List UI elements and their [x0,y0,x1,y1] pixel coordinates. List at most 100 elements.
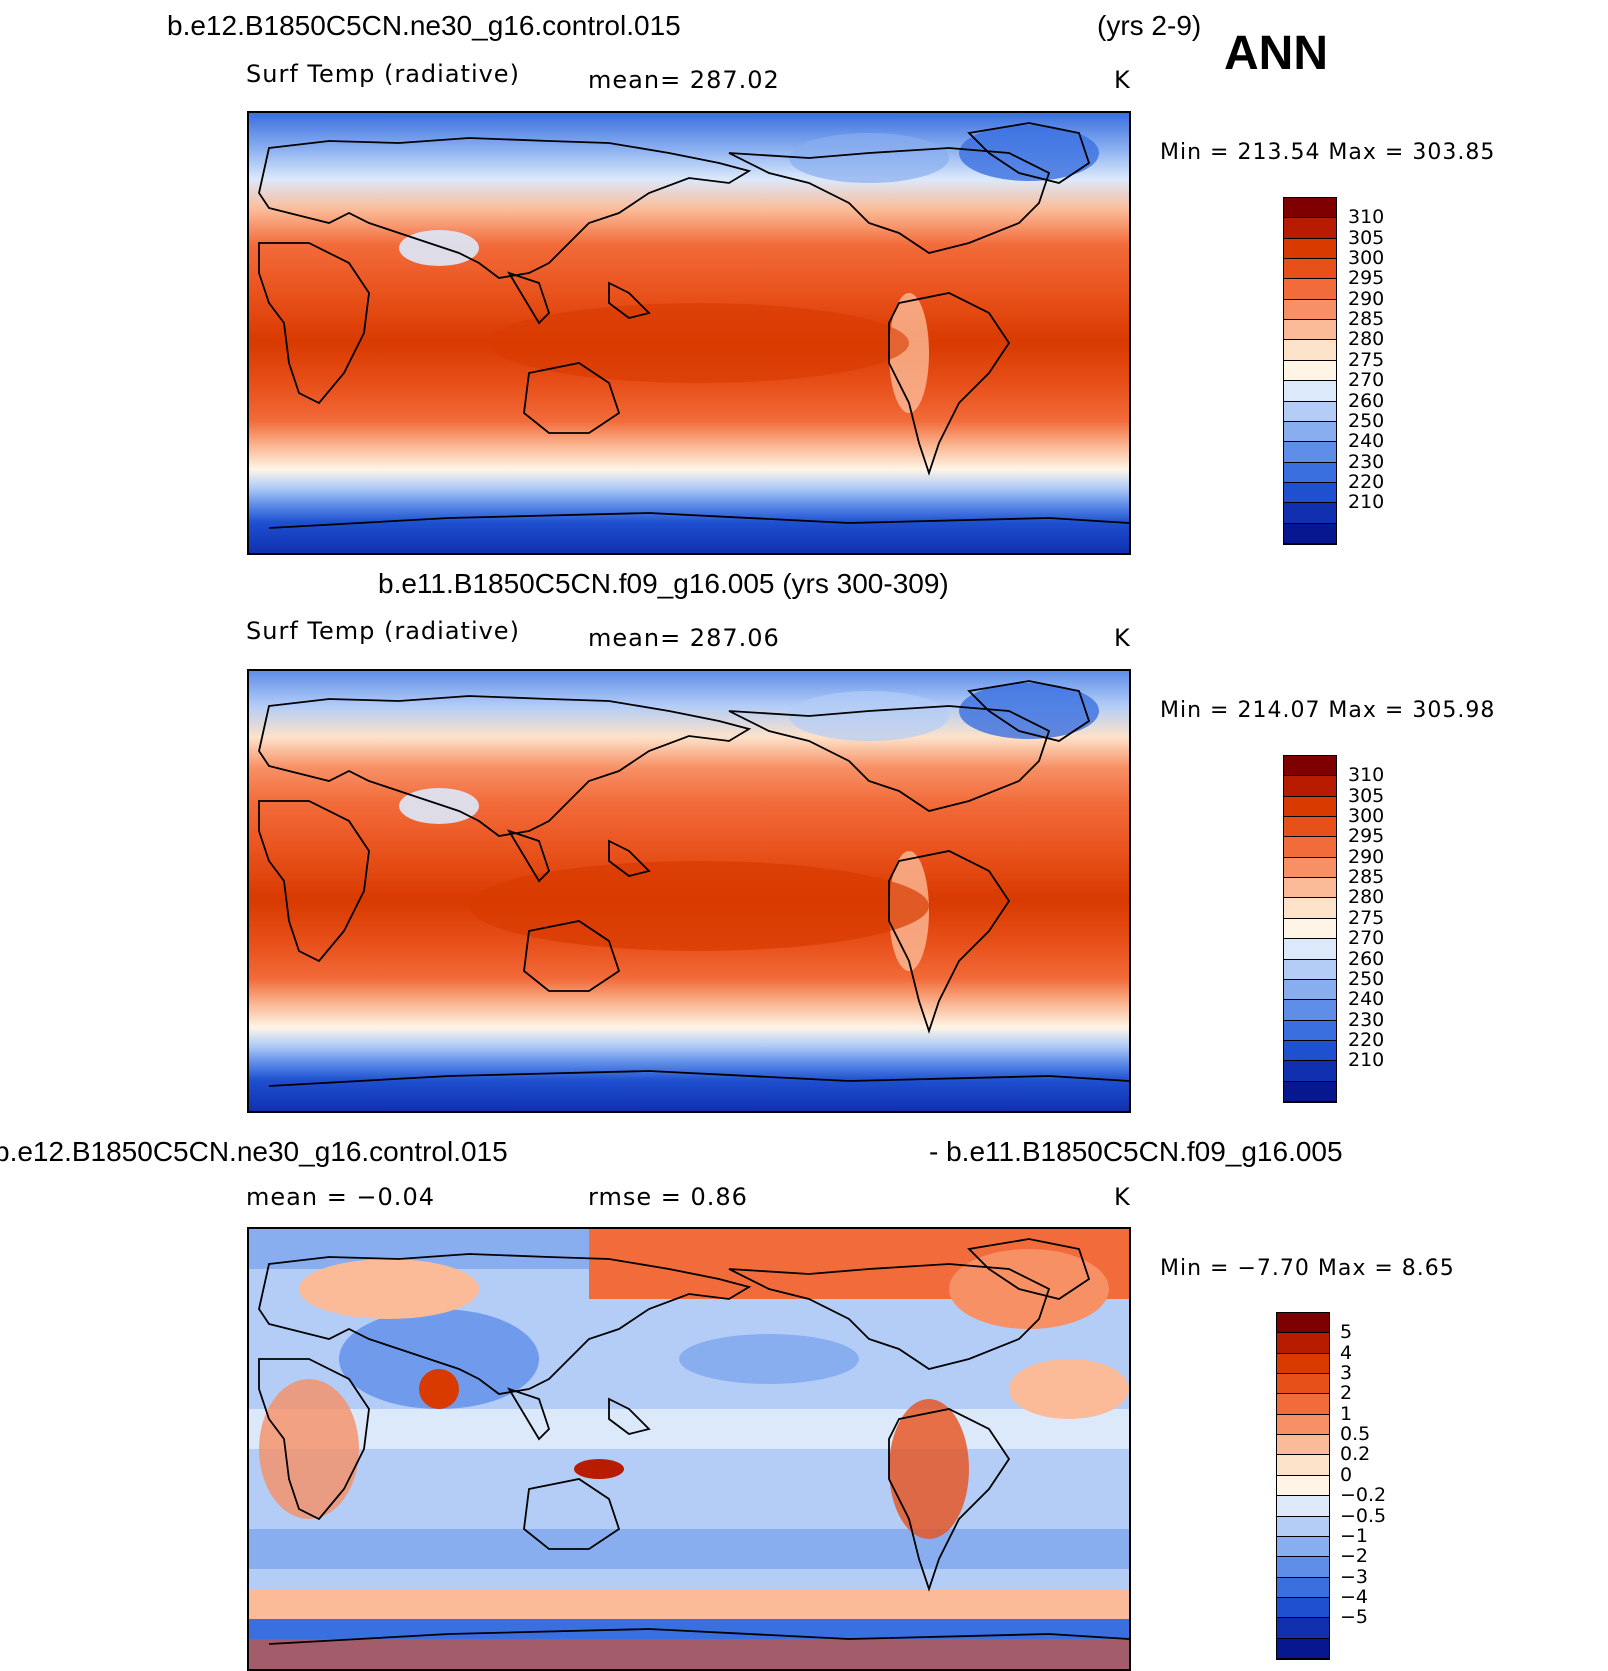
colorbar-swatch [1277,1597,1329,1619]
colorbar-swatch [1284,857,1336,879]
colorbar-tick-label: 230 [1348,450,1385,473]
colorbar-swatch [1277,1333,1329,1354]
colorbar-swatch [1277,1557,1329,1578]
colorbar-swatch [1284,320,1336,341]
colorbar-tick-label: 4 [1340,1341,1353,1364]
colorbar-tick-label: 270 [1348,369,1385,392]
colorbar-swatch [1284,776,1336,797]
colorbar-tick-label: 290 [1348,845,1385,868]
colorbar-tick-label: 280 [1348,328,1385,351]
colorbar-tick-label: 260 [1348,947,1385,970]
colorbar-tick-label: 300 [1348,805,1385,828]
colorbar-swatch [1284,421,1336,443]
colorbar-tick-label: 295 [1348,267,1385,290]
colorbar-panel-3 [1276,1312,1330,1660]
surface-temp-map-2 [249,671,1129,1111]
colorbar-swatch [1284,503,1336,524]
colorbar-tick-label: 305 [1348,226,1385,249]
colorbar-tick-label: 220 [1348,470,1385,493]
colorbar-swatch [1277,1638,1329,1659]
colorbar-tick-label: 275 [1348,348,1385,371]
colorbar-tick-label: 2 [1340,1382,1353,1405]
colorbar-swatch [1277,1353,1329,1375]
colorbar-tick-label: 310 [1348,764,1385,787]
map-panel-2 [247,669,1131,1113]
colorbar-swatch [1284,523,1336,544]
colorbar-swatch [1284,1081,1336,1102]
colorbar-tick-label: 230 [1348,1008,1385,1031]
colorbar-swatch [1284,979,1336,1001]
case1-years: (yrs 2-9) [1097,10,1202,41]
colorbar-tick-label: 240 [1348,988,1385,1011]
colorbar-swatch [1284,939,1336,960]
colorbar-panel-2 [1283,755,1337,1103]
colorbar-swatch [1277,1313,1329,1334]
colorbar-swatch [1277,1435,1329,1456]
panel3-rmse: rmse = 0.86 [588,1183,748,1211]
colorbar-swatch [1277,1577,1329,1598]
colorbar-swatch [1284,381,1336,402]
colorbar-tick-label: 250 [1348,409,1385,432]
colorbar-swatch [1277,1536,1329,1558]
colorbar-tick-label: 260 [1348,389,1385,412]
colorbar-swatch [1284,898,1336,919]
colorbar-tick-label: 295 [1348,825,1385,848]
map-panel-1 [247,111,1131,555]
panel1-minmax: Min = 213.54 Max = 303.85 [1160,140,1496,165]
colorbar-tick-label: 285 [1348,866,1385,889]
panel3-units: K [1114,1183,1131,1211]
colorbar-swatch [1284,1020,1336,1041]
colorbar-swatch [1284,299,1336,321]
colorbar-swatch [1277,1618,1329,1639]
map-panel-3 [247,1227,1131,1671]
colorbar-tick-label: 240 [1348,430,1385,453]
panel2-mean: mean= 287.06 [588,624,780,652]
colorbar-tick-label: 270 [1348,927,1385,950]
diff-title-right: - b.e11.B1850C5CN.f09_g16.005 [929,1136,1343,1167]
colorbar-panel-1 [1283,197,1337,545]
panel3-minmax: Min = −7.70 Max = 8.65 [1160,1256,1455,1281]
panel1-units: K [1114,66,1131,94]
colorbar-swatch [1277,1374,1329,1395]
colorbar-swatch [1277,1455,1329,1476]
case2-title: b.e11.B1850C5CN.f09_g16.005 (yrs 300-309… [378,568,949,599]
difference-map [249,1229,1129,1669]
colorbar-tick-label: 275 [1348,906,1385,929]
colorbar-tick-label: 210 [1348,1049,1385,1072]
case1-title: b.e12.B1850C5CN.ne30_g16.control.015 [167,10,681,41]
panel2-variable: Surf Temp (radiative) [246,617,520,645]
colorbar-tick-label: 300 [1348,247,1385,270]
colorbar-labels-panel-1: 310 305 300 295 290 285 280 275 270 260 250 240 230 2… [1348,197,1428,543]
panel3-mean: mean = −0.04 [246,1183,435,1211]
colorbar-labels-panel-2: 310 305 300 295 290 285 280 275 270 260 250 240 230 2… [1348,755,1428,1101]
panel1-mean: mean= 287.02 [588,66,780,94]
colorbar-tick-label: −0.2 [1340,1484,1387,1507]
colorbar-swatch [1284,837,1336,858]
colorbar-swatch [1284,360,1336,382]
colorbar-tick-label: −5 [1340,1606,1369,1629]
colorbar-swatch [1277,1516,1329,1537]
panel2-units: K [1114,624,1131,652]
colorbar-swatch [1284,1000,1336,1021]
colorbar-swatch [1284,796,1336,818]
colorbar-swatch [1284,401,1336,422]
colorbar-swatch [1284,482,1336,504]
colorbar-swatch [1284,218,1336,239]
colorbar-tick-label: 305 [1348,784,1385,807]
colorbar-tick-label: 0.5 [1340,1423,1371,1446]
colorbar-tick-label: 280 [1348,886,1385,909]
colorbar-swatch [1284,817,1336,838]
colorbar-swatch [1284,1061,1336,1082]
colorbar-tick-label: 0 [1340,1463,1353,1486]
colorbar-swatch [1284,279,1336,300]
colorbar-tick-label: 3 [1340,1362,1353,1385]
colorbar-swatch [1284,462,1336,483]
colorbar-tick-label: 0.2 [1340,1443,1371,1466]
colorbar-tick-label: 220 [1348,1028,1385,1051]
colorbar-swatch [1284,442,1336,463]
season-label: ANN [1224,27,1328,80]
colorbar-swatch [1284,259,1336,280]
colorbar-swatch [1284,340,1336,361]
colorbar-swatch [1284,198,1336,219]
colorbar-tick-label: −1 [1340,1524,1369,1547]
